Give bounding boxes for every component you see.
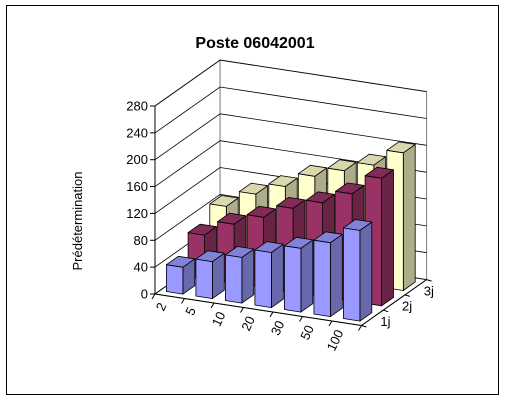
x-tick-label: 10 [209, 309, 229, 328]
y-tick-label: 80 [134, 233, 148, 248]
bar-1j-100 [342, 219, 373, 322]
y-tick-label: 160 [126, 179, 148, 194]
x-tick-mark [269, 311, 274, 318]
y-tick-label: 240 [126, 125, 148, 140]
bar-1j-10 [224, 246, 255, 304]
gridline [154, 59, 427, 107]
chart-svg: Poste 06042001 Prédétermination 0 40 80 120… [70, 35, 434, 353]
x-tick-label: 5 [182, 305, 199, 318]
depth-tick-mark [383, 309, 389, 313]
depth-tick-mark [404, 294, 411, 297]
y-axis-label: Prédétermination [70, 172, 85, 271]
chart-area: Poste 06042001 Prédétermination 0 40 80 120… [6, 5, 499, 395]
x-tick-label: 100 [324, 327, 347, 353]
y-tick-label: 120 [126, 206, 148, 221]
series-label: 1j [380, 314, 390, 329]
gridline [154, 140, 427, 187]
gridline [154, 86, 427, 134]
plot-area: 0 40 80 120 160 200 240 280 2 5 10 20 30 50 100 1j 2j 3j [126, 59, 434, 353]
bar-1j-5 [195, 250, 225, 300]
depth-tick-mark [361, 325, 367, 328]
x-tick-mark [299, 316, 303, 322]
y-tick-label: 0 [141, 287, 148, 302]
y-tick-label: 280 [126, 99, 148, 114]
x-tick-label: 50 [297, 323, 317, 342]
x-tick-mark [151, 293, 156, 300]
series-label: 3j [424, 283, 434, 298]
depth-axis-line [361, 279, 427, 326]
x-axis-line [154, 293, 362, 326]
x-tick-label: 20 [238, 314, 258, 333]
y-tick-label: 40 [134, 260, 148, 275]
chart-title: Poste 06042001 [195, 35, 314, 52]
x-tick-mark [240, 307, 244, 313]
bar-1j-30 [283, 236, 314, 313]
gridline [154, 113, 427, 161]
depth-tick-mark [426, 279, 432, 282]
bar-1j-20 [254, 241, 284, 309]
x-tick-mark [210, 302, 215, 309]
x-tick-mark [358, 325, 362, 331]
x-tick-label: 2 [153, 300, 170, 313]
x-tick-label: 30 [268, 318, 288, 337]
bar-1j-2 [165, 255, 196, 295]
x-tick-mark [181, 298, 185, 304]
series-label: 2j [402, 299, 412, 314]
bar-1j-50 [313, 231, 343, 318]
y-tick-label: 200 [126, 152, 148, 167]
x-tick-mark [328, 320, 333, 327]
